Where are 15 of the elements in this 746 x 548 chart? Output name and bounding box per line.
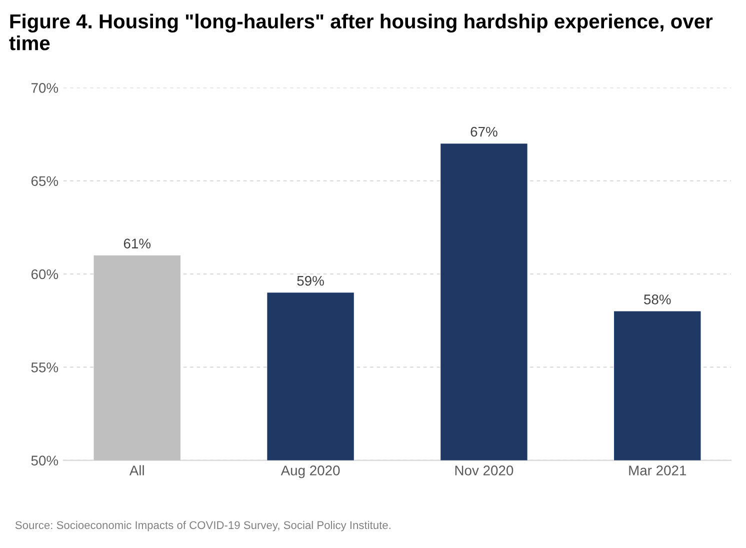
x-tick-label: All — [129, 465, 144, 476]
x-tick-label: Nov 2020 — [455, 466, 514, 476]
data-label: 67% — [470, 126, 498, 137]
source-note: Source: Socioeconomic Impacts of COVID-19 Survey, Social Policy Institute. — [15, 520, 390, 532]
y-tick-label: 55% — [31, 362, 58, 372]
x-tick-label: Mar 2021 — [629, 466, 686, 476]
chart-title: Figure 4. Housing "long-haulers" after housing hardship experience, over time — [9, 14, 713, 50]
x-tick-label: Aug 2020 — [280, 466, 340, 478]
y-tick-label: 50% — [31, 456, 58, 466]
y-tick-label: 60% — [31, 269, 58, 280]
y-tick-label: 65% — [31, 176, 58, 186]
y-tick-label: 70% — [31, 83, 58, 93]
data-label: 58% — [644, 294, 671, 304]
data-label: 61% — [124, 238, 151, 248]
data-label: 59% — [297, 276, 324, 286]
